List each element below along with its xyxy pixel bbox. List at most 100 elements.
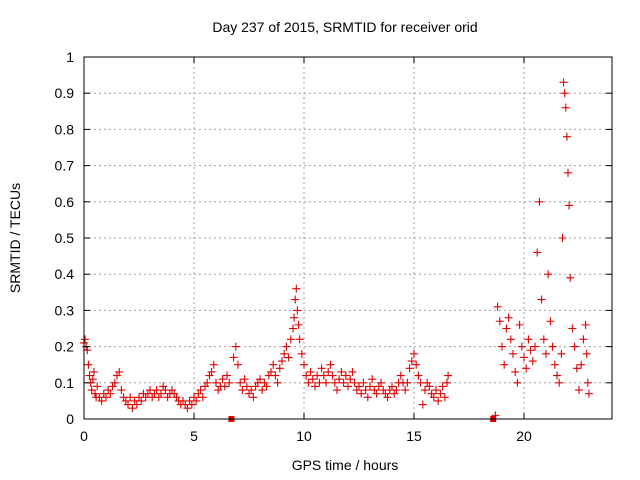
data-point (383, 393, 392, 402)
data-point (584, 389, 593, 398)
y-tick-label: 0.5 (55, 230, 75, 246)
data-point (491, 411, 500, 420)
data-point (201, 382, 209, 391)
y-tick-label: 1 (66, 49, 74, 65)
data-point (374, 382, 383, 391)
data-point (238, 386, 247, 395)
data-point (524, 335, 533, 344)
x-axis-label: GPS time / hours (292, 457, 399, 473)
data-point (372, 389, 381, 398)
data-point (533, 248, 542, 257)
data-point (511, 367, 520, 376)
data-point (108, 382, 117, 391)
data-point (443, 378, 451, 387)
data-point (509, 349, 517, 358)
data-point (559, 78, 568, 87)
data-point (113, 371, 121, 380)
data-point (295, 335, 304, 344)
data-point (565, 201, 574, 210)
data-point (337, 367, 346, 376)
axes: 00.10.20.30.40.50.60.70.80.910 5 10 15 20 (55, 49, 612, 444)
data-point (168, 386, 176, 395)
data-point (560, 89, 569, 98)
data-point (242, 382, 251, 391)
data-point (132, 400, 141, 409)
data-point (575, 386, 583, 395)
data-point (163, 393, 172, 402)
data-point (85, 371, 94, 380)
data-point (368, 375, 377, 384)
data-point (500, 360, 509, 369)
data-point (577, 360, 586, 369)
data-point (275, 364, 284, 373)
data-point (425, 382, 434, 391)
data-point (357, 389, 366, 398)
data-point (286, 335, 295, 344)
data-point (212, 378, 220, 387)
data-point (390, 389, 399, 398)
data-point (562, 132, 571, 141)
data-point (553, 371, 561, 380)
data-point (203, 378, 212, 387)
data-point (183, 404, 192, 413)
data-point (88, 375, 97, 384)
data-point (410, 349, 418, 358)
data-point (91, 389, 99, 398)
data-point (289, 324, 297, 333)
data-point (93, 382, 102, 391)
data-point (348, 367, 357, 376)
data-point (292, 284, 301, 293)
data-point (83, 346, 92, 355)
data-point (157, 389, 165, 398)
data-point (110, 378, 119, 387)
data-point (271, 371, 280, 380)
data-point (207, 367, 216, 376)
data-point (539, 335, 548, 344)
data-point (333, 386, 341, 395)
data-point (256, 375, 264, 384)
data-point (392, 386, 401, 395)
data-point (304, 378, 313, 387)
data-point (436, 389, 445, 398)
data-point (104, 386, 113, 395)
data-point (542, 349, 550, 358)
data-point (284, 353, 293, 362)
data-point (355, 382, 363, 391)
y-tick-label: 0.4 (55, 266, 75, 282)
x-tick-label: 20 (516, 428, 532, 444)
data-point (282, 342, 291, 351)
y-tick-label: 0.2 (55, 339, 75, 355)
data-point (220, 382, 229, 391)
data-point (335, 375, 344, 384)
data-point (249, 393, 258, 402)
data-point (87, 386, 96, 395)
data-point (291, 295, 300, 304)
data-point (520, 353, 528, 362)
data-point (423, 378, 432, 387)
data-point (198, 393, 207, 402)
data-point (84, 360, 93, 369)
data-point (324, 367, 333, 376)
y-tick-label: 0.3 (55, 302, 75, 318)
y-tick-label: 0.7 (55, 158, 75, 174)
data-point (214, 386, 223, 395)
data-point (251, 382, 260, 391)
data-point (403, 378, 412, 387)
data-point (172, 393, 181, 402)
data-point (405, 364, 414, 373)
data-point (170, 389, 179, 398)
data-point (522, 364, 531, 373)
data-point (346, 375, 355, 384)
data-point (434, 396, 443, 405)
data-point (513, 378, 522, 387)
data-point (550, 360, 559, 369)
data-point (517, 342, 526, 351)
data-point (187, 400, 196, 409)
x-tick-label: 5 (190, 428, 198, 444)
data-point (306, 367, 315, 376)
y-tick-label: 0.6 (55, 194, 75, 210)
data-point (412, 360, 421, 369)
data-point (506, 335, 515, 344)
data-point (236, 378, 245, 387)
